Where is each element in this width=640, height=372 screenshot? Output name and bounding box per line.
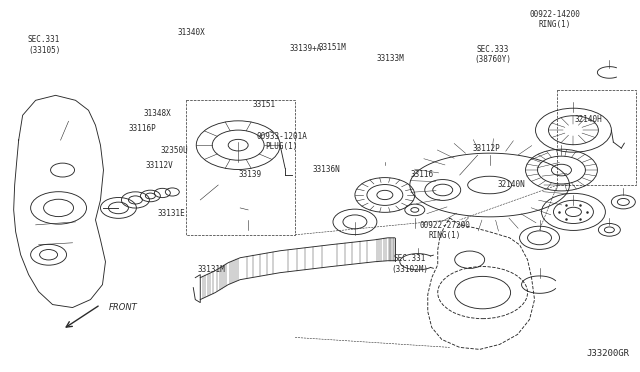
Text: 33131M: 33131M bbox=[198, 265, 225, 274]
Text: SEC.331
(33105): SEC.331 (33105) bbox=[28, 35, 60, 55]
Text: 33139: 33139 bbox=[238, 170, 261, 179]
Text: 31340X: 31340X bbox=[177, 28, 205, 37]
Text: 00922-27200
RING(1): 00922-27200 RING(1) bbox=[419, 221, 470, 240]
Text: 33116: 33116 bbox=[411, 170, 434, 179]
Text: 33112P: 33112P bbox=[472, 144, 500, 153]
Text: 33136N: 33136N bbox=[312, 165, 340, 174]
Text: 00933-1201A
PLUG(1): 00933-1201A PLUG(1) bbox=[256, 132, 307, 151]
Text: 33151: 33151 bbox=[253, 100, 276, 109]
Text: FRONT: FRONT bbox=[108, 303, 137, 312]
Text: SEC.331
(33102M): SEC.331 (33102M) bbox=[391, 254, 428, 273]
Text: 33133M: 33133M bbox=[376, 54, 404, 62]
Text: 33116P: 33116P bbox=[129, 124, 156, 133]
Text: 31348X: 31348X bbox=[143, 109, 171, 118]
Text: SEC.333
(38760Y): SEC.333 (38760Y) bbox=[474, 45, 511, 64]
Text: 32350U: 32350U bbox=[161, 146, 188, 155]
Text: J33200GR: J33200GR bbox=[587, 349, 630, 358]
Text: 00922-14200
RING(1): 00922-14200 RING(1) bbox=[529, 10, 580, 29]
Text: 32140H: 32140H bbox=[574, 115, 602, 124]
Text: 32140N: 32140N bbox=[498, 180, 525, 189]
Text: 33151M: 33151M bbox=[319, 42, 347, 51]
Text: 33131E: 33131E bbox=[158, 209, 186, 218]
Text: 33112V: 33112V bbox=[145, 161, 173, 170]
Text: 33139+A: 33139+A bbox=[290, 44, 322, 53]
